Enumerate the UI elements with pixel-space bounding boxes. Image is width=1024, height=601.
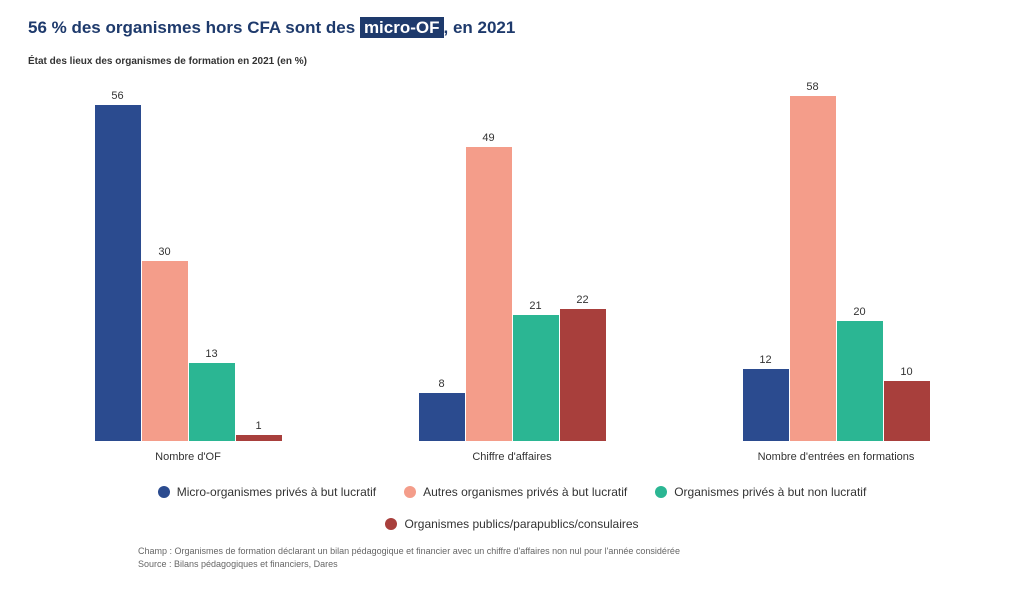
bar-value-label: 8	[438, 378, 444, 390]
legend-item: Autres organismes privés à but lucratif	[404, 485, 627, 499]
footnotes: Champ : Organismes de formation déclaran…	[28, 545, 996, 570]
footnote-champ: Champ : Organismes de formation déclaran…	[138, 545, 996, 558]
bar-wrap: 20	[837, 81, 883, 441]
bar	[884, 381, 930, 441]
bar	[236, 435, 282, 441]
chart-group: 56 30 13 1 Nombre d'OF	[48, 81, 328, 463]
chart-group: 12 58 20 10 Nombre d'entrées en formations	[696, 81, 976, 463]
legend-swatch-icon	[655, 486, 667, 498]
group-label: Nombre d'entrées en formations	[758, 451, 915, 463]
legend: Micro-organismes privés à but lucratif Au…	[28, 485, 996, 531]
chart-bars: 56 30 13 1	[95, 81, 282, 441]
bar-value-label: 12	[759, 354, 771, 366]
bar-value-label: 21	[529, 300, 541, 312]
bar-value-label: 58	[806, 81, 818, 93]
bar-wrap: 56	[95, 81, 141, 441]
bar	[419, 393, 465, 441]
bar-value-label: 20	[853, 306, 865, 318]
legend-item: Organismes publics/parapublics/consulair…	[385, 517, 638, 531]
bar-wrap: 13	[189, 81, 235, 441]
legend-label: Organismes privés à but non lucratif	[674, 485, 866, 499]
bar-value-label: 13	[205, 348, 217, 360]
bar-wrap: 30	[142, 81, 188, 441]
bar-value-label: 10	[900, 366, 912, 378]
bar-wrap: 22	[560, 81, 606, 441]
bar-wrap: 8	[419, 81, 465, 441]
chart-group: 8 49 21 22 Chiffre d'affaires	[372, 81, 652, 463]
chart-subtitle: État des lieux des organismes de formati…	[28, 56, 996, 67]
bar	[513, 315, 559, 441]
group-label: Chiffre d'affaires	[472, 451, 551, 463]
group-label: Nombre d'OF	[155, 451, 221, 463]
legend-label: Autres organismes privés à but lucratif	[423, 485, 627, 499]
bar-wrap: 58	[790, 81, 836, 441]
bar	[837, 321, 883, 441]
bar-wrap: 1	[236, 81, 282, 441]
bar-value-label: 22	[576, 294, 588, 306]
legend-item: Organismes privés à but non lucratif	[655, 485, 866, 499]
legend-label: Organismes publics/parapublics/consulair…	[404, 517, 638, 531]
bar-wrap: 10	[884, 81, 930, 441]
footnote-source: Source : Bilans pédagogiques et financie…	[138, 558, 996, 571]
bar	[560, 309, 606, 441]
bar-wrap: 21	[513, 81, 559, 441]
bar-wrap: 49	[466, 81, 512, 441]
bar-value-label: 30	[158, 246, 170, 258]
legend-item: Micro-organismes privés à but lucratif	[158, 485, 376, 499]
bar	[142, 261, 188, 441]
legend-swatch-icon	[385, 518, 397, 530]
title-prefix: 56 % des organismes hors CFA sont des	[28, 18, 355, 37]
title-suffix: , en 2021	[444, 18, 516, 37]
bar	[189, 363, 235, 441]
bar-value-label: 56	[111, 90, 123, 102]
chart-area: 56 30 13 1 Nombre d'OF 8 49 21 22 Chiffre d'affai…	[28, 81, 996, 463]
chart-title: 56 % des organismes hors CFA sont des mi…	[28, 18, 996, 38]
bar	[790, 96, 836, 441]
bar-value-label: 1	[255, 420, 261, 432]
chart-bars: 12 58 20 10	[743, 81, 930, 441]
bar	[95, 105, 141, 441]
legend-swatch-icon	[158, 486, 170, 498]
bar-wrap: 12	[743, 81, 789, 441]
legend-swatch-icon	[404, 486, 416, 498]
bar	[743, 369, 789, 441]
legend-label: Micro-organismes privés à but lucratif	[177, 485, 376, 499]
title-highlight: micro-OF	[360, 17, 444, 38]
chart-bars: 8 49 21 22	[419, 81, 606, 441]
bar	[466, 147, 512, 441]
bar-value-label: 49	[482, 132, 494, 144]
